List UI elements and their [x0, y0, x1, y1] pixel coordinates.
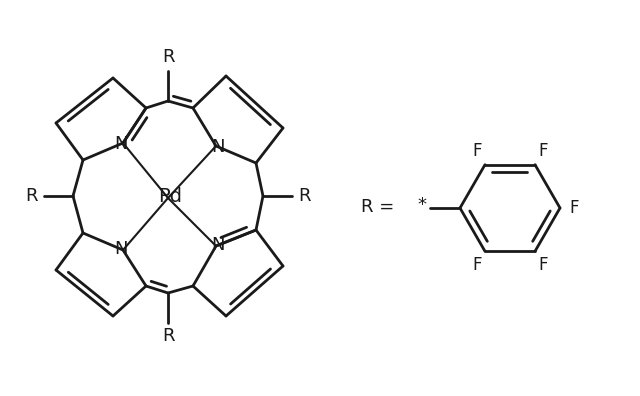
Text: R: R [162, 48, 174, 66]
Text: F: F [538, 142, 548, 160]
Text: R: R [162, 327, 174, 345]
Text: R =: R = [362, 198, 395, 216]
Text: R: R [25, 187, 37, 205]
Text: Pd: Pd [158, 187, 182, 206]
Text: N: N [115, 240, 128, 258]
Text: N: N [115, 135, 128, 153]
Text: F: F [569, 199, 579, 217]
Text: N: N [211, 138, 225, 156]
Text: *: * [417, 196, 426, 214]
Text: F: F [472, 142, 482, 160]
Text: N: N [211, 236, 225, 254]
Text: R: R [299, 187, 311, 205]
Text: F: F [538, 256, 548, 274]
Text: F: F [472, 256, 482, 274]
